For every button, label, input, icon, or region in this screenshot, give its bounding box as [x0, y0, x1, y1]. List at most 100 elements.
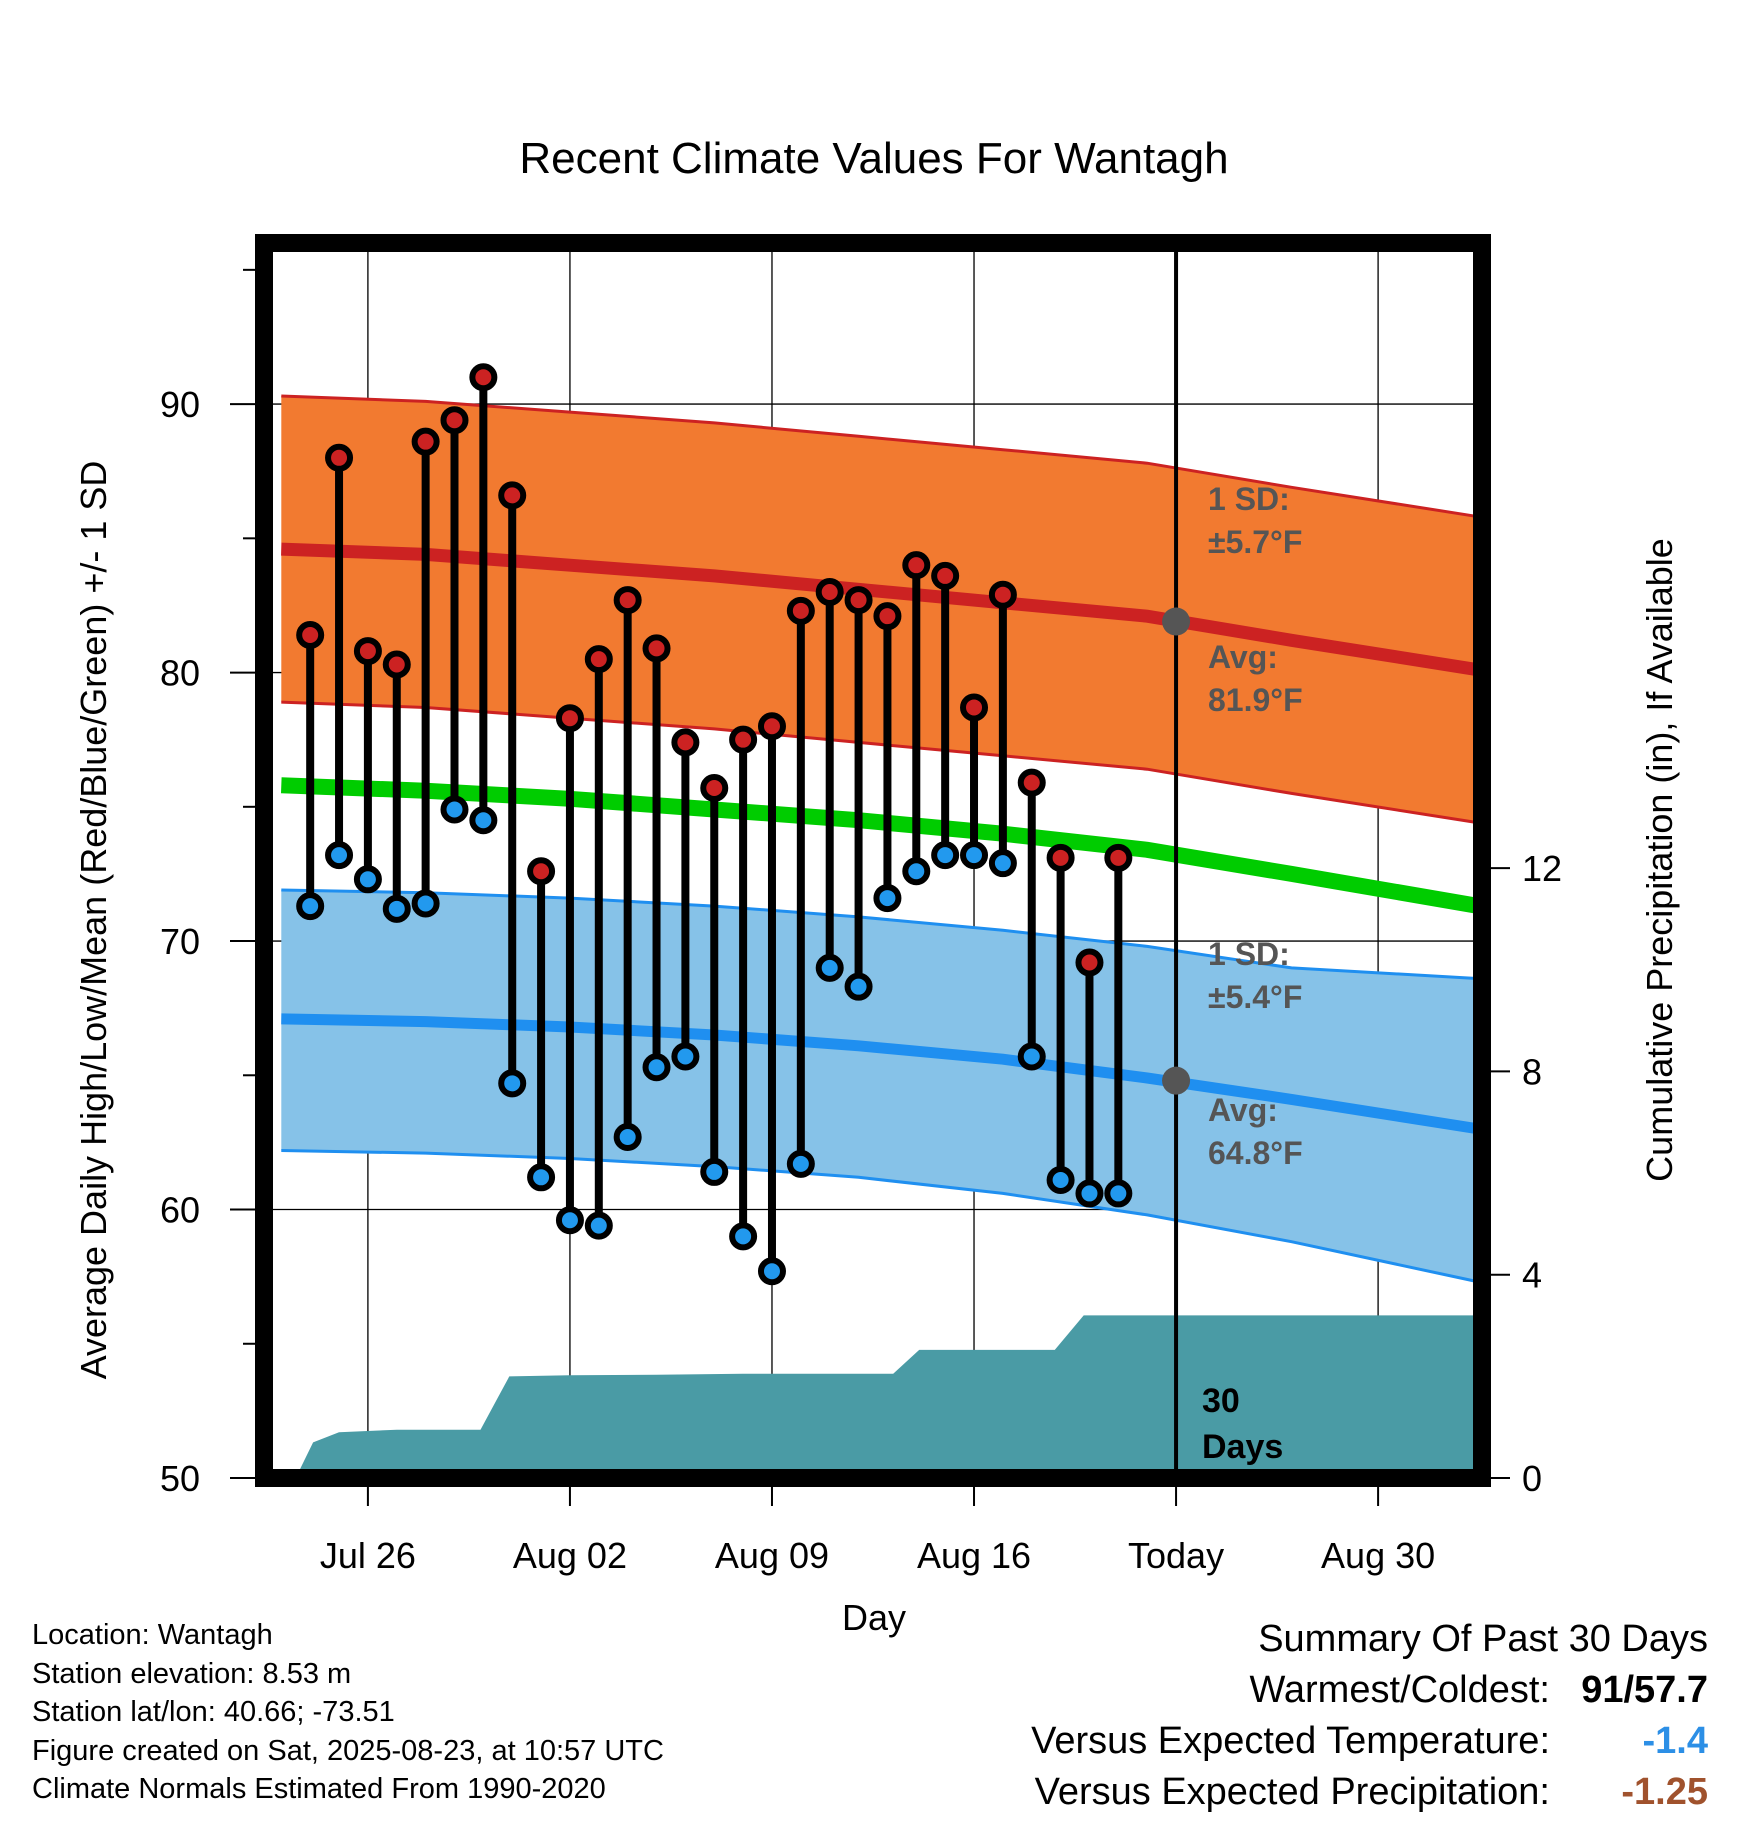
y-tick-label: 90 — [160, 384, 200, 425]
low-point — [844, 972, 873, 1001]
high-point — [325, 443, 354, 472]
y2-tick-label: 12 — [1522, 848, 1562, 889]
summary-panel: Summary Of Past 30 Days Warmest/Coldest:… — [1031, 1614, 1708, 1818]
precipitation-area — [295, 1315, 1482, 1478]
high-sd-value: ±5.7°F — [1208, 524, 1302, 560]
y-tick-label: 60 — [160, 1190, 200, 1231]
high-point — [671, 728, 700, 757]
low-point — [1075, 1179, 1104, 1208]
y2-tick-label: 0 — [1522, 1458, 1542, 1499]
created-text: Figure created on Sat, 2025-08-23, at 10… — [32, 1734, 664, 1767]
today-low-avg-marker — [1162, 1066, 1191, 1095]
summary-temp-row: Versus Expected Temperature: -1.4 — [1031, 1716, 1708, 1767]
normals-text: Climate Normals Estimated From 1990-2020 — [32, 1773, 606, 1805]
low-point — [815, 953, 844, 982]
low-point — [988, 849, 1017, 878]
y2-tick-label: 8 — [1522, 1051, 1542, 1092]
low-avg-value: 64.8°F — [1208, 1135, 1303, 1171]
low-point — [700, 1157, 729, 1186]
x-tick-label: Today — [1128, 1535, 1224, 1576]
today-high-avg-marker — [1162, 607, 1191, 636]
low-point — [411, 889, 440, 918]
low-point — [382, 894, 411, 923]
high-point — [844, 586, 873, 615]
high-point — [296, 620, 325, 649]
low-point — [1017, 1042, 1046, 1071]
x-tick-label: Jul 26 — [320, 1535, 416, 1576]
low-point — [0, 1225, 11, 1247]
low-avg-label: Avg: — [1208, 1092, 1278, 1128]
low-point — [353, 865, 382, 894]
summary-precip-row: Versus Expected Precipitation: -1.25 — [1031, 1767, 1708, 1818]
low-point — [325, 841, 354, 870]
high-point — [931, 561, 960, 590]
value-separator: / — [1623, 1669, 1635, 1711]
low-sd-value: ±5.4°F — [1208, 979, 1302, 1015]
plot-area: 1 SD: ±5.7°F Avg: 81.9°F 1 SD: ±5.4°F Avg: 64.8… — [0, 234, 1562, 1576]
high-point — [902, 551, 931, 580]
low-point — [296, 892, 325, 921]
high-avg-value: 81.9°F — [1208, 682, 1303, 718]
low-point — [931, 841, 960, 870]
low-point — [671, 1042, 700, 1071]
low-point — [786, 1149, 815, 1178]
high-point — [584, 645, 613, 674]
plot-content — [0, 243, 1482, 1478]
y2-tick-label: 4 — [1522, 1255, 1542, 1296]
temp-value: -1.4 — [1642, 1720, 1708, 1762]
high-point — [613, 586, 642, 615]
high-point — [815, 578, 844, 607]
high-point — [469, 363, 498, 392]
low-mean-line — [281, 1013, 1480, 1135]
y-tick-label: 80 — [160, 653, 200, 694]
precip-label: Versus Expected Precipitation: — [1034, 1771, 1550, 1813]
high-avg-label: Avg: — [1208, 639, 1278, 675]
high-point — [1017, 768, 1046, 797]
temp-label: Versus Expected Temperature: — [1031, 1720, 1550, 1762]
high-point — [0, 656, 11, 678]
y-axis-label: Average Daily High/Low/Mean (Red/Blue/Gr… — [73, 461, 114, 1380]
low-point — [1046, 1165, 1075, 1194]
high-point — [988, 580, 1017, 609]
coldest-value: 57.7 — [1634, 1669, 1708, 1711]
y2-axis-label: Cumulative Precipitation (in), If Availa… — [1639, 538, 1680, 1182]
x-tick-label: Aug 16 — [917, 1535, 1031, 1576]
low-point — [642, 1053, 671, 1082]
high-point — [700, 774, 729, 803]
low-point — [613, 1123, 642, 1152]
days-word-label: Days — [1202, 1428, 1283, 1466]
high-point — [786, 596, 815, 625]
high-point — [353, 637, 382, 666]
low-point — [1104, 1179, 1133, 1208]
precip-value: -1.25 — [1621, 1771, 1708, 1813]
latlon-text: Station lat/lon: 40.66; -73.51 — [32, 1696, 395, 1728]
low-point — [498, 1069, 527, 1098]
high-point — [729, 725, 758, 754]
x-axis-label: Day — [842, 1597, 906, 1638]
high-point — [382, 650, 411, 679]
low-point — [527, 1163, 556, 1192]
station-metadata: Location: Wantagh Station elevation: 8.5… — [32, 1616, 664, 1809]
high-point — [960, 693, 989, 722]
high-point — [498, 481, 527, 510]
high-point — [1104, 843, 1133, 872]
high-point — [873, 602, 902, 631]
warmest-coldest-value: 91/57.7 — [1568, 1665, 1708, 1716]
low-point — [584, 1211, 613, 1240]
low-point — [469, 806, 498, 835]
high-point — [440, 406, 469, 435]
low-point — [440, 795, 469, 824]
low-sd-lower-line — [281, 1149, 1480, 1284]
chart-title: Recent Climate Values For Wantagh — [519, 134, 1228, 183]
low-point — [555, 1206, 584, 1235]
x-tick-label: Aug 30 — [1321, 1535, 1435, 1576]
low-point — [960, 841, 989, 870]
high-point — [527, 857, 556, 886]
warmest-label: Warmest/Coldest: — [1249, 1669, 1550, 1711]
x-tick-label: Aug 09 — [715, 1535, 829, 1576]
high-point — [1075, 948, 1104, 977]
high-sd-upper-line — [281, 394, 1480, 519]
plot-frame — [255, 234, 1491, 1487]
days-count-label: 30 — [1202, 1382, 1240, 1420]
